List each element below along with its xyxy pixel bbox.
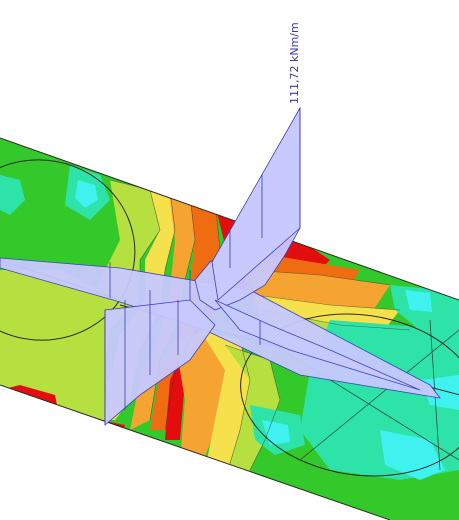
moment-lobe-right [214,299,421,391]
right-column-ellipse [240,313,459,477]
slab-edges [0,137,459,520]
moment-diagram [0,106,441,426]
moment-value-label: 111,72 kNm/m [288,22,301,104]
left-column-ellipse [0,159,136,341]
moment-ordinates [104,108,301,425]
